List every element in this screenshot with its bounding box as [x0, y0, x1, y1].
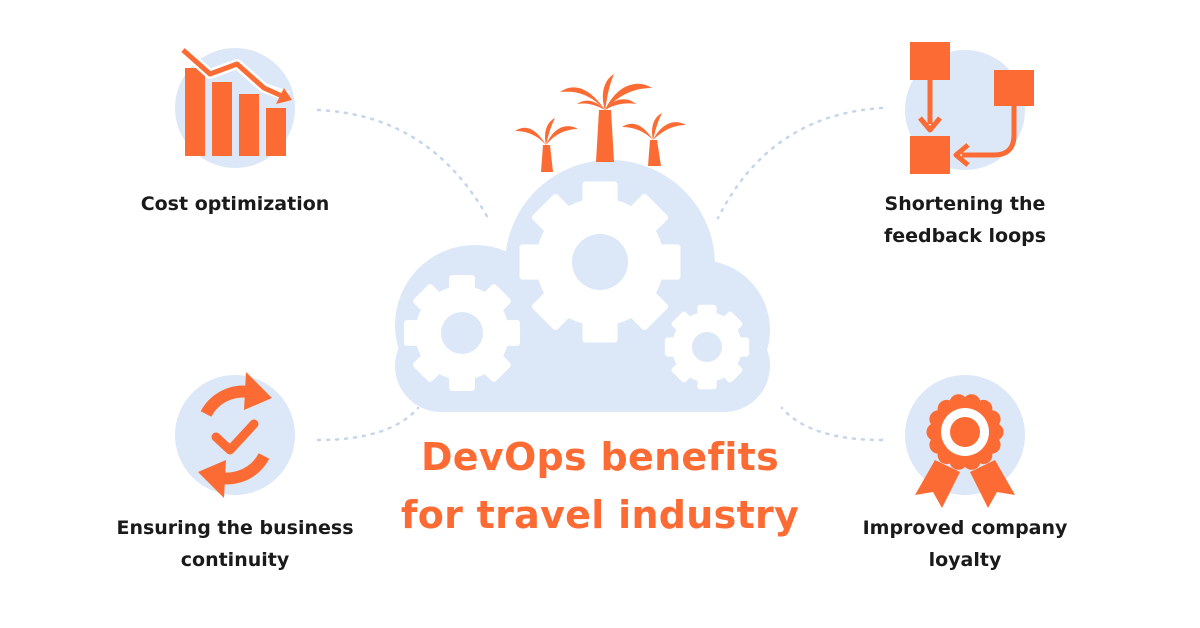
- benefit-continuity-line2: continuity: [180, 549, 290, 571]
- page-title: DevOps benefits for travel industry: [330, 428, 870, 544]
- benefit-continuity-line1: Ensuring the business: [116, 517, 354, 539]
- gear-icon: [664, 304, 750, 390]
- benefit-loyalty-label: Improved company loyalty: [845, 512, 1085, 576]
- declining-bar-chart-icon: [175, 46, 295, 168]
- flowchart-loop-icon: [905, 42, 1034, 174]
- connector-lines: [316, 106, 884, 442]
- palm-tree-icon: [515, 74, 686, 172]
- benefit-feedback-line1: Shortening the: [884, 193, 1046, 215]
- award-badge-icon: [905, 375, 1025, 508]
- benefit-cost-label: Cost optimization: [135, 188, 335, 220]
- center-illustration: [395, 74, 770, 412]
- benefit-continuity-label: Ensuring the business continuity: [105, 512, 365, 576]
- benefit-loyalty-line2: loyalty: [928, 549, 1002, 571]
- refresh-check-icon: [175, 372, 295, 498]
- benefit-feedback-label: Shortening the feedback loops: [855, 188, 1075, 252]
- connector-loyalty: [780, 406, 884, 442]
- title-line1: DevOps benefits: [420, 435, 780, 479]
- connector-cost: [316, 108, 490, 220]
- gear-icon: [403, 274, 521, 392]
- benefit-cost-line1: Cost optimization: [140, 193, 330, 215]
- connector-feedback: [716, 106, 884, 220]
- gear-icon: [519, 181, 681, 343]
- benefit-loyalty-line1: Improved company: [862, 517, 1068, 539]
- benefit-feedback-line2: feedback loops: [883, 225, 1047, 247]
- connector-continuity: [316, 406, 420, 442]
- title-line2: for travel industry: [400, 493, 800, 537]
